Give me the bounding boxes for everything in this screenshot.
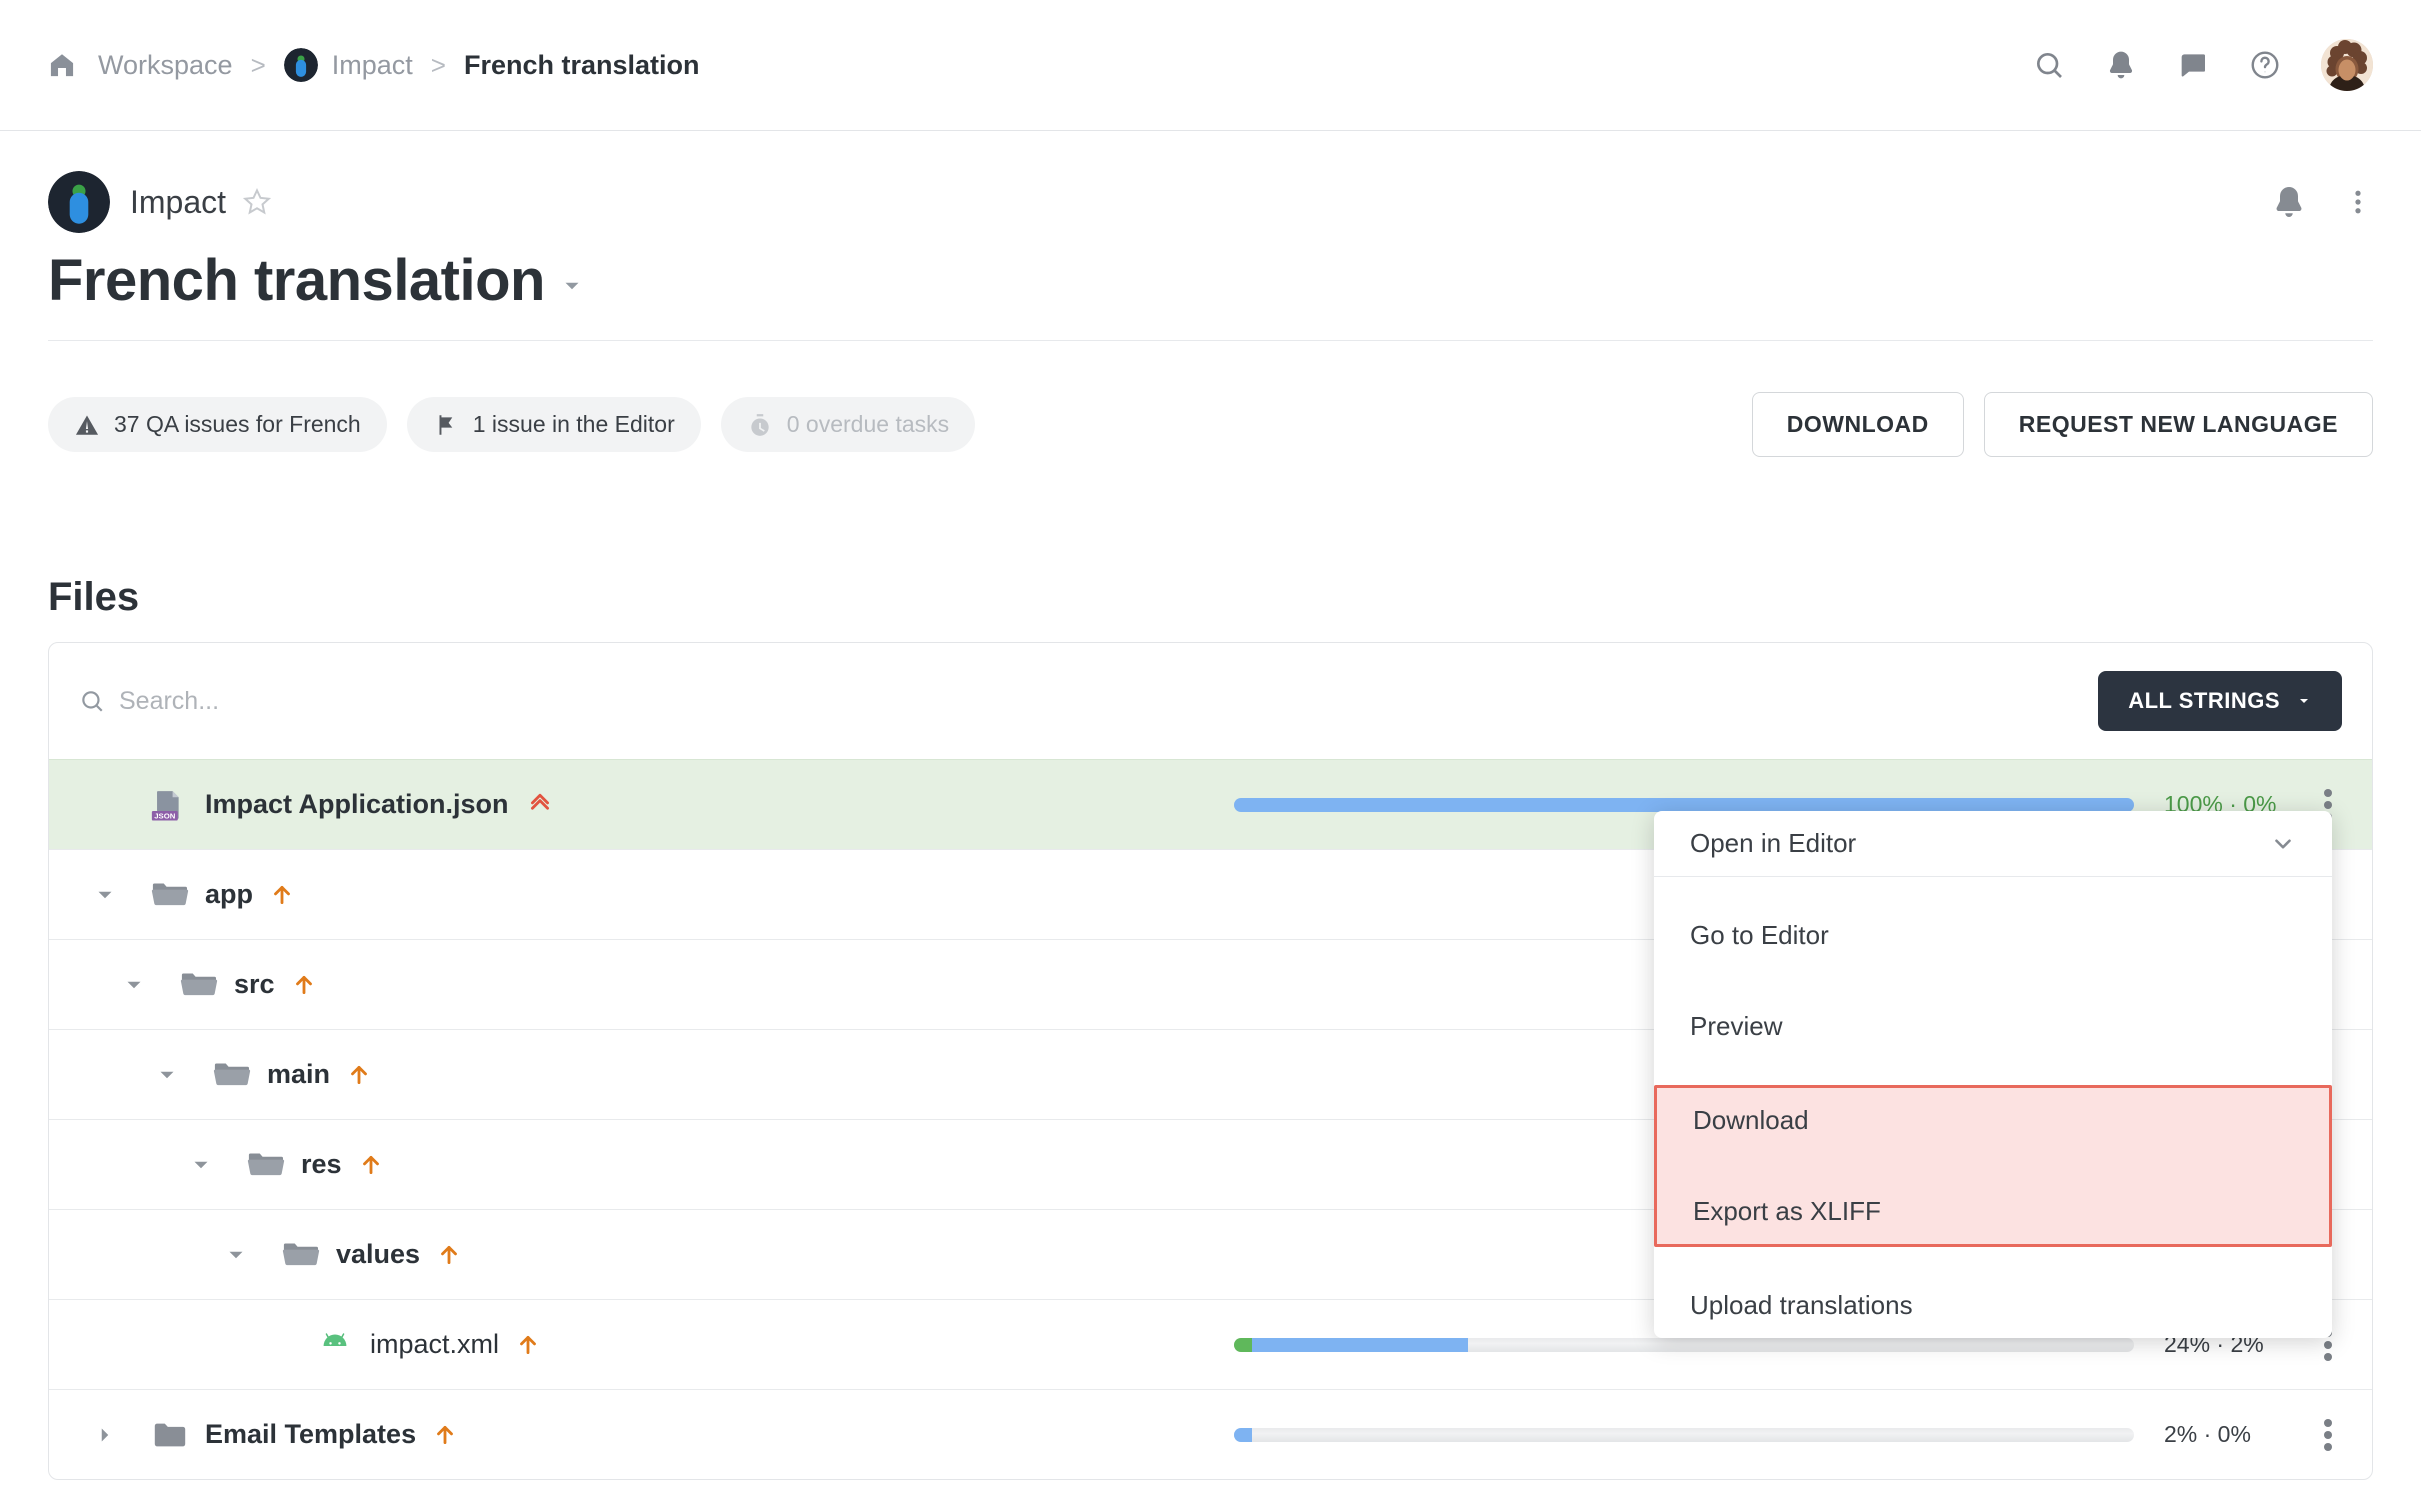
svg-text:JSON: JSON [154,811,176,820]
